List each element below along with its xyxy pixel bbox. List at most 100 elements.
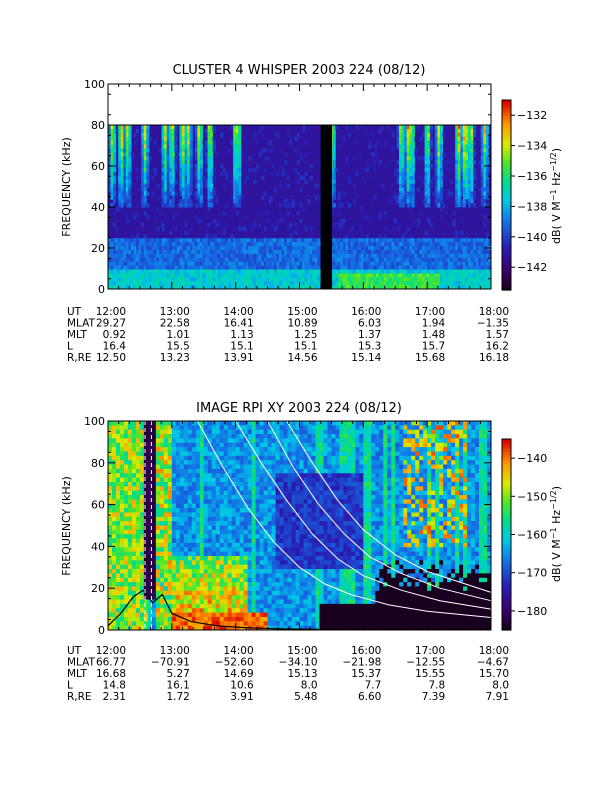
rpi-heat-cell (123, 599, 129, 605)
rpi-heat-cell (123, 455, 129, 461)
rpi-heat-cell (151, 521, 157, 526)
whisper-heat-cell (422, 199, 426, 204)
whisper-heat-cell (345, 246, 349, 251)
rpi-heat-cell (123, 534, 129, 540)
rpi-heat-cell (135, 538, 141, 544)
whisper-heat-cell (266, 261, 270, 267)
whisper-heat-cell (353, 246, 357, 251)
whisper-colorbar-cell (502, 229, 511, 234)
rpi-heat-cell (159, 560, 165, 566)
rpi-heat-cell (108, 429, 113, 435)
whisper-heat-cell (187, 179, 191, 185)
whisper-heat-cell (235, 246, 239, 251)
rpi-heat-cell (171, 569, 177, 574)
whisper-heat-cell (169, 144, 173, 149)
whisper-heat-cell (457, 195, 461, 200)
rpi-heat-cell (191, 508, 197, 513)
whisper-heat-cell (271, 195, 275, 200)
whisper-heat-cell (399, 246, 403, 251)
whisper-heat-cell (424, 128, 428, 134)
whisper-heat-cell (368, 253, 372, 259)
whisper-heat-cell (113, 273, 117, 278)
rpi-heat-cell (159, 569, 165, 574)
whisper-heat-cell (256, 273, 260, 278)
whisper-heat-cell (462, 199, 466, 204)
whisper-heat-cell (133, 183, 137, 188)
whisper-heat-cell (391, 285, 395, 290)
whisper-heat-cell (279, 273, 283, 278)
whisper-heat-cell (470, 140, 474, 146)
whisper-heat-cell (409, 203, 413, 208)
rpi-heat-cell (119, 477, 125, 483)
whisper-heat-cell (212, 273, 216, 278)
rpi-heat-cell (111, 455, 117, 461)
whisper-colorbar-cell (502, 248, 511, 253)
whisper-heat-cell (182, 285, 186, 290)
whisper-heat-cell (182, 171, 186, 177)
whisper-heat-cell (345, 265, 349, 270)
rpi-heat-cell (187, 608, 193, 614)
whisper-heat-cell (422, 249, 426, 255)
whisper-heat-cell (383, 246, 387, 251)
whisper-heat-cell (409, 179, 413, 185)
whisper-heat-cell (296, 253, 300, 259)
whisper-heat-cell (133, 242, 137, 247)
whisper-heat-cell (355, 249, 359, 255)
whisper-heat-cell (439, 140, 443, 146)
whisper-heat-cell (220, 210, 224, 216)
rpi-heat-cell (183, 512, 189, 518)
rpi-heat-cell (171, 560, 177, 566)
whisper-heat-cell (256, 285, 260, 290)
whisper-heat-cell (189, 171, 193, 177)
whisper-heat-cell (340, 226, 344, 231)
whisper-heat-cell (381, 183, 385, 188)
whisper-heat-cell (291, 257, 295, 263)
rpi-heat-cell (187, 555, 193, 561)
whisper-heat-cell (238, 242, 242, 247)
whisper-heat-cell (307, 253, 311, 259)
whisper-heat-cell (460, 277, 464, 282)
whisper-heat-cell (468, 175, 472, 181)
rpi-heat-cell (159, 468, 165, 474)
whisper-heat-cell (230, 242, 234, 247)
whisper-heat-cell (179, 203, 183, 208)
rpi-heat-cell (187, 616, 193, 622)
whisper-heat-cell (401, 281, 405, 286)
whisper-heat-cell (424, 199, 428, 204)
whisper-heat-cell (120, 199, 124, 204)
rpi-heat-cell (123, 573, 129, 579)
whisper-heat-cell (141, 281, 145, 286)
rpi-heat-cell (183, 564, 189, 570)
whisper-heat-cell (207, 179, 211, 185)
whisper-heat-cell (302, 257, 306, 263)
whisper-heat-cell (307, 249, 311, 255)
whisper-heat-cell (108, 253, 112, 259)
whisper-heat-cell (457, 136, 461, 142)
whisper-heat-cell (207, 285, 211, 290)
whisper-heat-cell (337, 144, 341, 149)
rpi-heat-cell (111, 486, 117, 492)
whisper-heat-cell (452, 261, 456, 267)
whisper-heat-cell (113, 179, 117, 185)
whisper-heat-cell (136, 257, 140, 263)
whisper-heat-cell (258, 273, 262, 278)
whisper-heat-cell (187, 265, 191, 270)
rpi-heat-cell (175, 603, 181, 609)
whisper-heat-cell (409, 246, 413, 251)
rpi-heat-cell (171, 421, 177, 426)
whisper-heat-cell (182, 249, 186, 255)
whisper-heat-cell (207, 191, 211, 196)
rpi-heat-cell (167, 503, 173, 509)
whisper-heat-cell (465, 175, 469, 181)
whisper-heat-cell (350, 246, 354, 251)
whisper-heat-cell (432, 246, 436, 251)
whisper-heat-cell (197, 218, 201, 224)
rpi-heat-cell (119, 625, 125, 631)
whisper-heat-cell (184, 164, 188, 169)
whisper-heat-cell (261, 285, 265, 290)
whisper-heat-cell (455, 285, 459, 290)
whisper-heat-cell (406, 269, 410, 274)
whisper-heat-cell (332, 246, 336, 251)
whisper-heat-cell (228, 148, 232, 153)
whisper-heat-cell (146, 128, 150, 134)
